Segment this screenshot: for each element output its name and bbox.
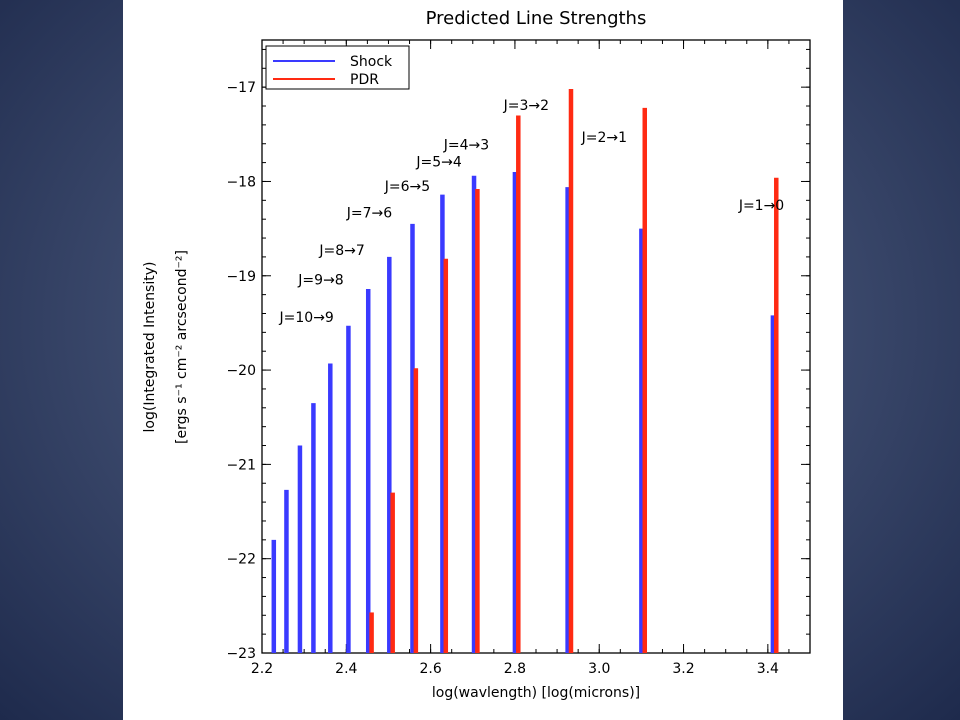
y-tick-label: −18: [226, 174, 256, 190]
legend: Shock PDR: [265, 45, 410, 90]
transition-label: J=4→3: [443, 137, 489, 153]
y-tick-label: −17: [226, 80, 256, 96]
y-tick-label: −20: [226, 363, 256, 379]
y-tick-label: −21: [226, 457, 256, 473]
transition-label: J=8→7: [318, 243, 364, 259]
transition-label: J=7→6: [346, 205, 392, 221]
transition-label: J=5→4: [415, 154, 461, 170]
y-tick-label: −22: [226, 552, 256, 568]
transition-label: J=2→1: [581, 130, 627, 146]
transition-label: J=6→5: [384, 179, 430, 195]
x-tick-label: 2.6: [419, 661, 441, 677]
transition-label: J=10→9: [279, 310, 334, 326]
line-strength-chart: 2.2 2.4 2.6 2.8 3.0 3.2 3.4 −23 −22 −21 −20 −19 −18 −…: [142, 8, 811, 701]
x-tick-label: 2.8: [504, 661, 526, 677]
x-tick-label: 3.4: [757, 661, 779, 677]
y-tick-label: −19: [226, 269, 256, 285]
legend-label-pdr: PDR: [350, 72, 379, 88]
x-tick-label: 2.2: [251, 661, 273, 677]
transition-label: J=1→0: [738, 198, 784, 214]
x-tick-label: 3.0: [588, 661, 610, 677]
y-tick-label: −23: [226, 646, 256, 662]
x-tick-label: 3.2: [672, 661, 694, 677]
y-axis-label: log(Integrated Intensity): [142, 262, 158, 433]
transition-label: J=9→8: [297, 272, 343, 288]
x-axis-label: log(wavlength) [log(microns)]: [432, 685, 640, 701]
plot-frame: [261, 39, 811, 654]
slide-panel: 2.2 2.4 2.6 2.8 3.0 3.2 3.4 −23 −22 −21 −20 −19 −18 −…: [123, 0, 843, 720]
chart-title: Predicted Line Strengths: [426, 8, 647, 29]
legend-box: [265, 45, 410, 90]
legend-label-shock: Shock: [350, 54, 393, 70]
x-tick-label: 2.4: [335, 661, 357, 677]
transition-label: J=3→2: [503, 98, 549, 114]
y-axis-units: [ergs s⁻¹ cm⁻² arcsecond⁻²]: [174, 250, 190, 444]
